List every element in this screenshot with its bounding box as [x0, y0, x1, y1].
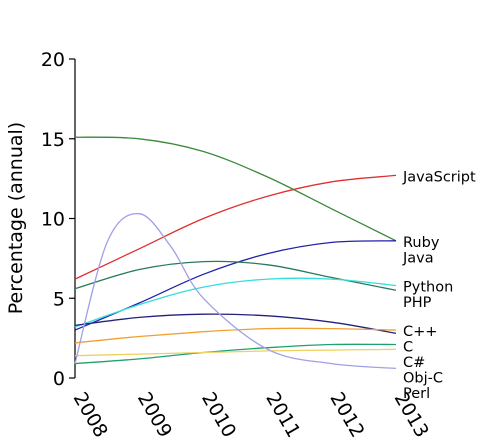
x-tick-label: 2012	[325, 389, 368, 439]
series-line-c	[74, 313, 397, 334]
x-tick-label: 2008	[69, 389, 112, 439]
series-label-csharp: C#	[403, 355, 425, 371]
chart-series-lines	[74, 136, 397, 370]
y-axis-label: Percentage (annual)	[5, 122, 27, 314]
series-label-php: PHP	[403, 295, 432, 311]
y-tick-label: 15	[41, 129, 65, 151]
y-tick-label: 20	[41, 49, 65, 71]
series-line-python	[74, 277, 397, 328]
series-line-java	[74, 240, 397, 331]
x-tick-label: 2010	[197, 389, 240, 439]
y-tick-label: 0	[53, 368, 65, 390]
x-tick-label: 2009	[133, 389, 176, 439]
series-line-php	[74, 260, 397, 291]
y-tick-label: 10	[41, 209, 65, 231]
series-line-ruby	[74, 136, 397, 242]
series-label-c: C	[403, 340, 413, 356]
series-line-cplusplus	[74, 327, 397, 344]
series-label-cplusplus: C++	[403, 324, 437, 340]
series-line-perl	[74, 213, 397, 370]
series-label-python: Python	[403, 279, 453, 295]
series-label-javascript: JavaScript	[402, 169, 476, 185]
series-line-obj-c	[74, 348, 397, 357]
y-tick-label: 5	[53, 288, 65, 310]
series-line-javascript	[74, 174, 397, 280]
series-label-perl: Perl	[403, 386, 430, 402]
series-label-obj-c: Obj-C	[403, 371, 443, 387]
series-label-java: Java	[402, 250, 434, 266]
x-tick-label: 2011	[261, 389, 304, 439]
series-label-ruby: Ruby	[403, 235, 440, 251]
series-line-csharp	[74, 343, 397, 365]
